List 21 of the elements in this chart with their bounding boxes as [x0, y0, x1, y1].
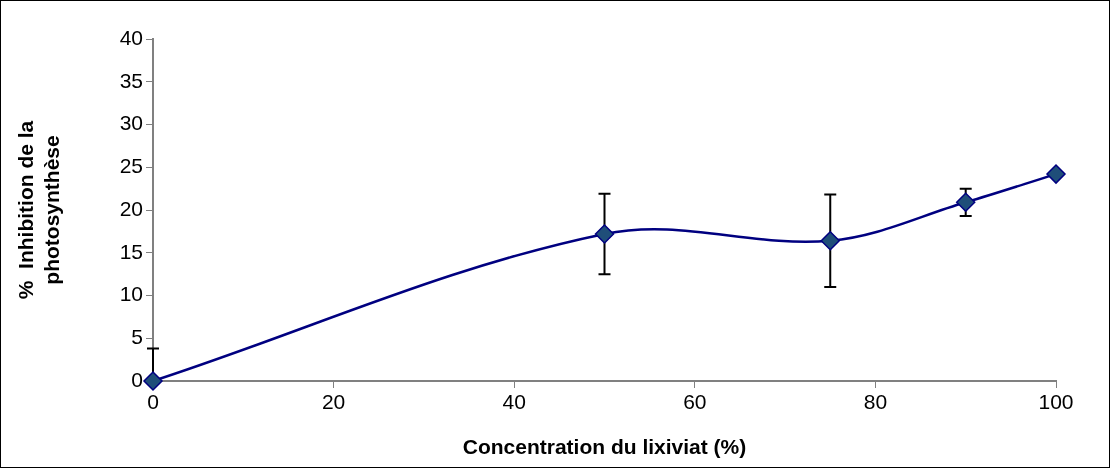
y-tick-label: 20 [119, 196, 143, 220]
x-axis-title: Concentration du lixiviat (%) [462, 435, 747, 459]
x-tick-label: 20 [321, 390, 346, 414]
x-tick-label: 60 [683, 390, 707, 414]
y-tick-label: 0 [131, 367, 143, 391]
x-tick-label: 80 [863, 390, 888, 414]
y-tick-label: 40 [119, 25, 143, 49]
y-tick-label: 5 [131, 325, 143, 349]
point [955, 192, 976, 213]
x-tick-label: 100 [1038, 390, 1074, 414]
y-tick-label: 30 [119, 111, 143, 135]
point [1046, 164, 1066, 184]
y-tick-label: 25 [119, 154, 143, 178]
y-tick-label: 10 [119, 282, 143, 306]
x-tick-label: 40 [502, 390, 526, 414]
point [820, 231, 840, 251]
y-axis-title: % Inhibition de la photosynthèse [14, 120, 63, 300]
y-tick-label: 35 [119, 68, 143, 92]
x-tick-label: 0 [147, 390, 159, 414]
point [594, 224, 615, 244]
y-tick-label: 15 [119, 239, 143, 263]
